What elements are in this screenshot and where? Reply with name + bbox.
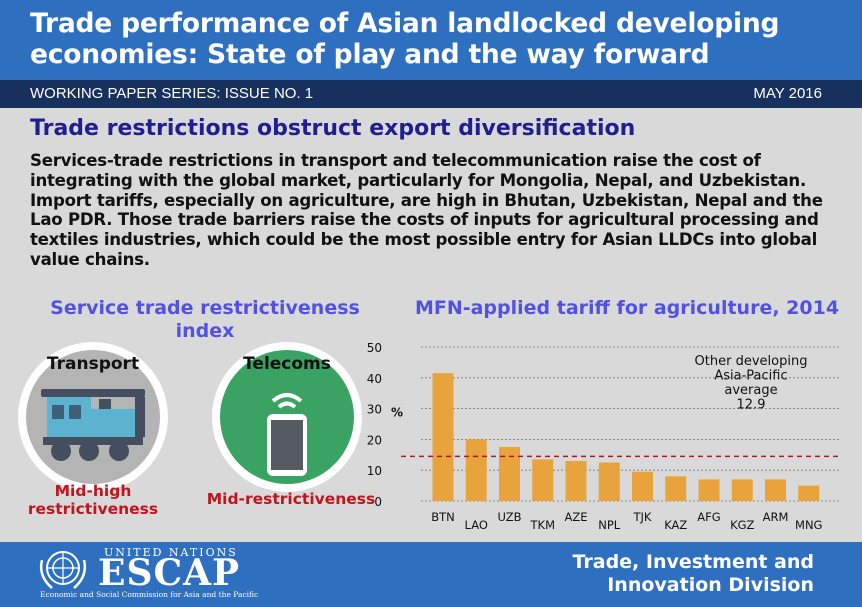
x-tick-label: TKM bbox=[530, 518, 556, 532]
x-tick-label: TJK bbox=[633, 510, 652, 524]
summary-paragraph: Services-trade restrictions in transport… bbox=[30, 151, 823, 269]
y-tick-label: 50 bbox=[367, 341, 382, 355]
y-tick-label: 40 bbox=[367, 372, 382, 386]
chart-title: MFN-applied tariff for agriculture, 2014 bbox=[414, 297, 840, 319]
x-tick-label: UZB bbox=[498, 510, 522, 524]
telecoms-circle: Telecoms bbox=[212, 342, 362, 492]
section-headline: Trade restrictions obstruct export diver… bbox=[30, 116, 636, 141]
y-tick-label: 10 bbox=[367, 464, 382, 478]
bar-btn bbox=[432, 373, 454, 501]
bar-uzb bbox=[499, 447, 520, 501]
series-label: WORKING PAPER SERIES: ISSUE NO. 1 bbox=[30, 85, 314, 102]
y-axis-label: % bbox=[391, 405, 403, 419]
smartphone-icon bbox=[267, 393, 307, 476]
bar-npl bbox=[598, 462, 620, 501]
x-tick-label: AFG bbox=[697, 510, 720, 524]
bar-tjk bbox=[632, 471, 653, 501]
bar-afg bbox=[698, 479, 720, 501]
bar-tkm bbox=[532, 459, 554, 501]
service-index-title: Service trade restrictiveness index bbox=[50, 297, 360, 342]
x-tick-label: ARM bbox=[763, 510, 789, 524]
bar-kaz bbox=[665, 476, 687, 501]
transport-label: Transport bbox=[46, 354, 140, 374]
bar-arm bbox=[765, 479, 786, 501]
logo-un-text: UNITED NATIONS bbox=[104, 546, 238, 559]
header-banner: Trade performance of Asian landlocked de… bbox=[0, 0, 862, 80]
x-tick-label: KGZ bbox=[730, 518, 754, 532]
average-annotation-line: average bbox=[724, 383, 777, 398]
x-tick-label: MNG bbox=[795, 518, 822, 532]
logo-escap-text: ESCAP bbox=[98, 552, 241, 594]
bar-lao bbox=[465, 439, 487, 501]
un-emblem-icon bbox=[39, 551, 87, 589]
average-annotation-line: Other developing bbox=[695, 354, 808, 369]
x-tick-label: AZE bbox=[564, 510, 587, 524]
average-annotation-line: Asia-Pacific bbox=[714, 369, 787, 384]
average-annotation-line: 12.9 bbox=[737, 398, 766, 413]
train-icon bbox=[41, 389, 145, 461]
tariff-bar-chart: 0 10 20 30 40 50% BTN LAO UZB TKM AZE NPL TJK KAZ AFG K… bbox=[367, 341, 840, 532]
publication-date: MAY 2016 bbox=[753, 85, 822, 102]
bar-mng bbox=[798, 485, 820, 501]
logo-subtitle: Economic and Social Commission for Asia … bbox=[40, 590, 259, 599]
bar-aze bbox=[565, 460, 587, 501]
x-tick-label: LAO bbox=[465, 518, 488, 532]
x-tick-label: BTN bbox=[431, 510, 455, 524]
y-tick-label: 20 bbox=[367, 433, 382, 447]
transport-circle: Transport bbox=[18, 342, 168, 492]
telecoms-level: Mid-restrictiveness bbox=[206, 490, 376, 508]
y-tick-label: 30 bbox=[367, 403, 382, 417]
division-name: Trade, Investment and Innovation Divisio… bbox=[572, 551, 815, 596]
series-bar bbox=[0, 80, 862, 108]
page-title: Trade performance of Asian landlocked de… bbox=[30, 8, 780, 70]
x-tick-label: NPL bbox=[598, 518, 621, 532]
x-tick-label: KAZ bbox=[664, 518, 687, 532]
bar-kgz bbox=[731, 479, 753, 501]
transport-level: Mid-high restrictiveness bbox=[27, 482, 159, 518]
telecoms-label: Telecoms bbox=[243, 354, 331, 374]
footer-banner bbox=[0, 542, 862, 607]
y-tick-label: 0 bbox=[374, 495, 382, 509]
